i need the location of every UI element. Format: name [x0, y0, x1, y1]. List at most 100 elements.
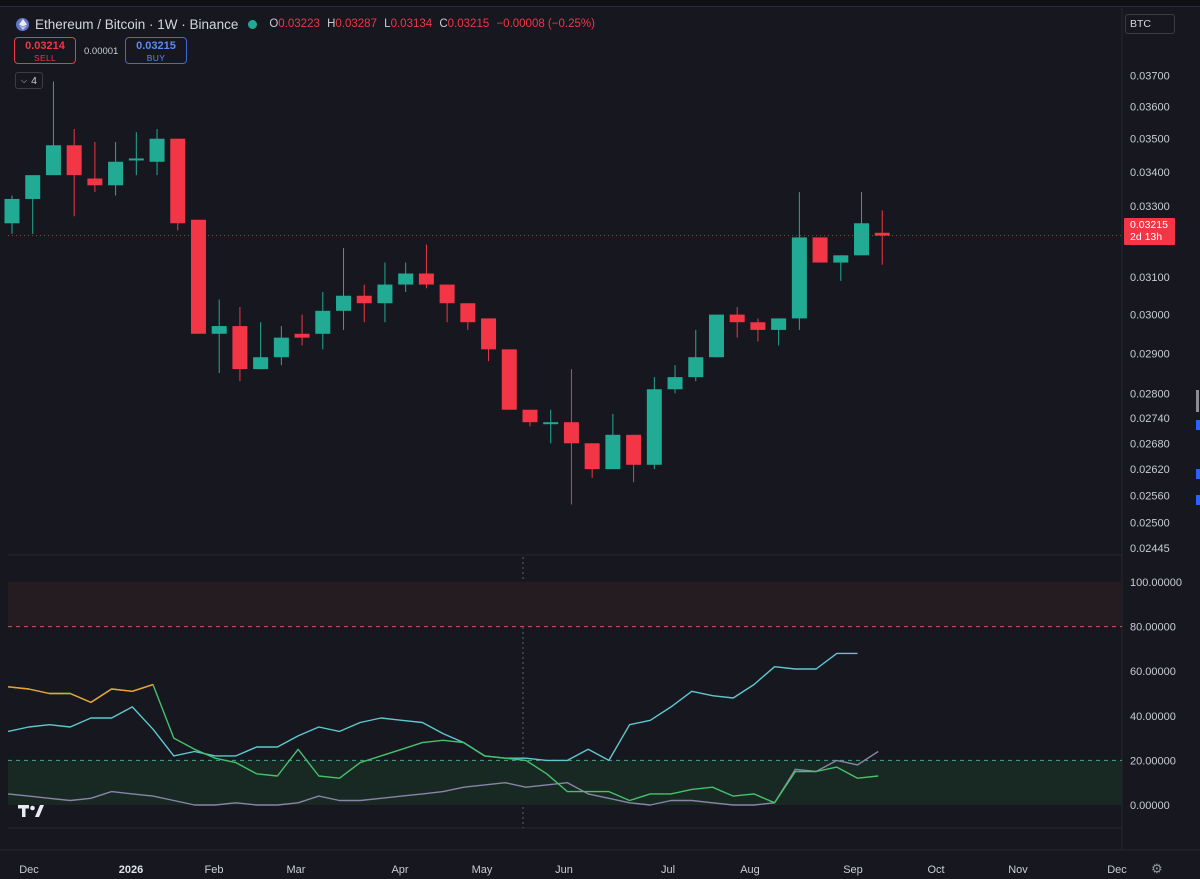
- low-value: 0.03134: [390, 18, 433, 30]
- buy-price: 0.03215: [136, 40, 176, 52]
- currency-button[interactable]: BTC: [1125, 14, 1175, 34]
- candle-body: [149, 138, 165, 162]
- candle-body: [522, 409, 538, 423]
- scroll-handle[interactable]: [1196, 390, 1199, 412]
- low-label: L: [384, 18, 391, 30]
- alert-marker[interactable]: [1196, 420, 1200, 430]
- market-status-icon: [248, 19, 258, 29]
- time-tick-label: Oct: [927, 864, 944, 876]
- sell-label: SELL: [34, 53, 56, 63]
- candle-body: [356, 295, 372, 304]
- time-tick-label: Apr: [391, 864, 408, 876]
- oscillator-line: [7, 652, 858, 762]
- oscillator-tick-label: 40.00000: [1130, 711, 1176, 723]
- time-tick-label: May: [472, 864, 493, 876]
- indicators-toggle-button[interactable]: ⌵ 4: [15, 72, 43, 89]
- oscillator-axis[interactable]: 100.00000 80.00000 60.00000 40.00000 20.0000…: [1130, 577, 1182, 812]
- oscillator-tick-label: 0.00000: [1130, 800, 1170, 812]
- chevron-down-icon: ⌵: [21, 75, 28, 85]
- candlestick-series: [4, 81, 890, 505]
- candle-body: [481, 318, 497, 350]
- candle-body: [87, 178, 103, 186]
- indicators-count: 4: [31, 74, 37, 87]
- price-tick-label: 0.02680: [1130, 438, 1170, 450]
- price-axis[interactable]: 0.03700 0.03600 0.03500 0.03400 0.03300 0.031…: [1130, 70, 1170, 555]
- symbol-header[interactable]: Ethereum / Bitcoin · 1W · Binance O0.032…: [16, 15, 595, 33]
- candle-body: [439, 284, 455, 304]
- price-tick-label: 0.03300: [1130, 201, 1170, 213]
- close-value: 0.03215: [447, 18, 490, 30]
- time-tick-label: Mar: [287, 864, 306, 876]
- candle-body: [294, 333, 310, 338]
- time-tick-label: 2026: [119, 864, 143, 876]
- open-label: O: [269, 18, 279, 30]
- gear-icon[interactable]: ⚙: [1151, 861, 1163, 876]
- candle-body: [377, 284, 393, 304]
- price-tick-label: 0.03400: [1130, 167, 1170, 179]
- time-tick-label: Dec: [19, 864, 39, 876]
- ohlc-values: O0.03223 H0.03287 L0.03134 C0.03215 −0.0…: [265, 18, 595, 30]
- candle-body: [854, 223, 870, 256]
- candle-body: [563, 422, 579, 444]
- ethereum-icon: [16, 17, 29, 31]
- oscillator-band: [8, 582, 1122, 627]
- top-toolbar-edge: [0, 0, 1200, 7]
- alert-marker[interactable]: [1196, 495, 1200, 505]
- candle-body: [25, 175, 41, 199]
- change-value: −0.00008 (−0.25%): [496, 18, 595, 30]
- candle-body: [833, 255, 849, 263]
- price-tick-label: 0.02560: [1130, 491, 1170, 503]
- candle-body: [211, 326, 227, 334]
- time-tick-label: Sep: [843, 864, 863, 876]
- oscillator-pane: [8, 582, 1122, 805]
- candle-body: [128, 158, 144, 161]
- tradingview-logo-icon[interactable]: [18, 803, 46, 819]
- time-tick-label: Jul: [661, 864, 675, 876]
- candle-body: [791, 237, 807, 319]
- high-value: 0.03287: [335, 18, 377, 30]
- price-tick-label: 0.03700: [1130, 70, 1170, 82]
- candle-body: [273, 337, 289, 358]
- candle-body: [812, 237, 828, 263]
- buy-label: BUY: [146, 53, 166, 63]
- symbol-title[interactable]: Ethereum / Bitcoin · 1W · Binance: [35, 16, 239, 32]
- price-tick-label: 0.03600: [1130, 102, 1170, 114]
- candle-body: [543, 422, 559, 425]
- candle-body: [336, 295, 352, 311]
- candle-body: [501, 349, 517, 410]
- alert-marker[interactable]: [1196, 469, 1200, 479]
- time-axis[interactable]: Dec 2026 Feb Mar Apr May Jun Jul Aug Sep Oct Nov Dec: [19, 864, 1127, 876]
- oscillator-series: [7, 652, 879, 806]
- candle-body: [45, 145, 61, 176]
- candle-body: [771, 318, 787, 330]
- candle-body: [108, 161, 124, 186]
- last-price-badge: 0.03215 2d 13h: [1124, 218, 1175, 245]
- buy-button[interactable]: 0.03215 BUY: [125, 37, 187, 64]
- candle-body: [232, 326, 248, 370]
- candle-body: [874, 232, 890, 236]
- candle-body: [646, 389, 662, 465]
- candle-body: [750, 322, 766, 330]
- oscillator-tick-label: 80.00000: [1130, 622, 1176, 634]
- candle-body: [4, 198, 20, 224]
- price-tick-label: 0.03100: [1130, 272, 1170, 284]
- price-tick-label: 0.02620: [1130, 464, 1170, 476]
- high-label: H: [327, 18, 336, 30]
- candle-body: [667, 377, 683, 390]
- sell-button[interactable]: 0.03214 SELL: [14, 37, 76, 64]
- candle-body: [66, 145, 82, 176]
- oscillator-tick-label: 60.00000: [1130, 666, 1176, 678]
- oscillator-tick-label: 20.00000: [1130, 755, 1176, 767]
- time-tick-label: Dec: [1107, 864, 1127, 876]
- price-tick-label: 0.02500: [1130, 518, 1170, 530]
- candle-body: [170, 138, 186, 224]
- candle-body: [398, 273, 414, 285]
- oscillator-line: [7, 750, 879, 806]
- candle-body: [315, 310, 331, 334]
- oscillator-line: [7, 683, 154, 704]
- price-tick-label: 0.02445: [1130, 543, 1170, 555]
- candle-body: [253, 357, 269, 370]
- candle-body: [708, 314, 724, 358]
- candle-body: [688, 357, 704, 378]
